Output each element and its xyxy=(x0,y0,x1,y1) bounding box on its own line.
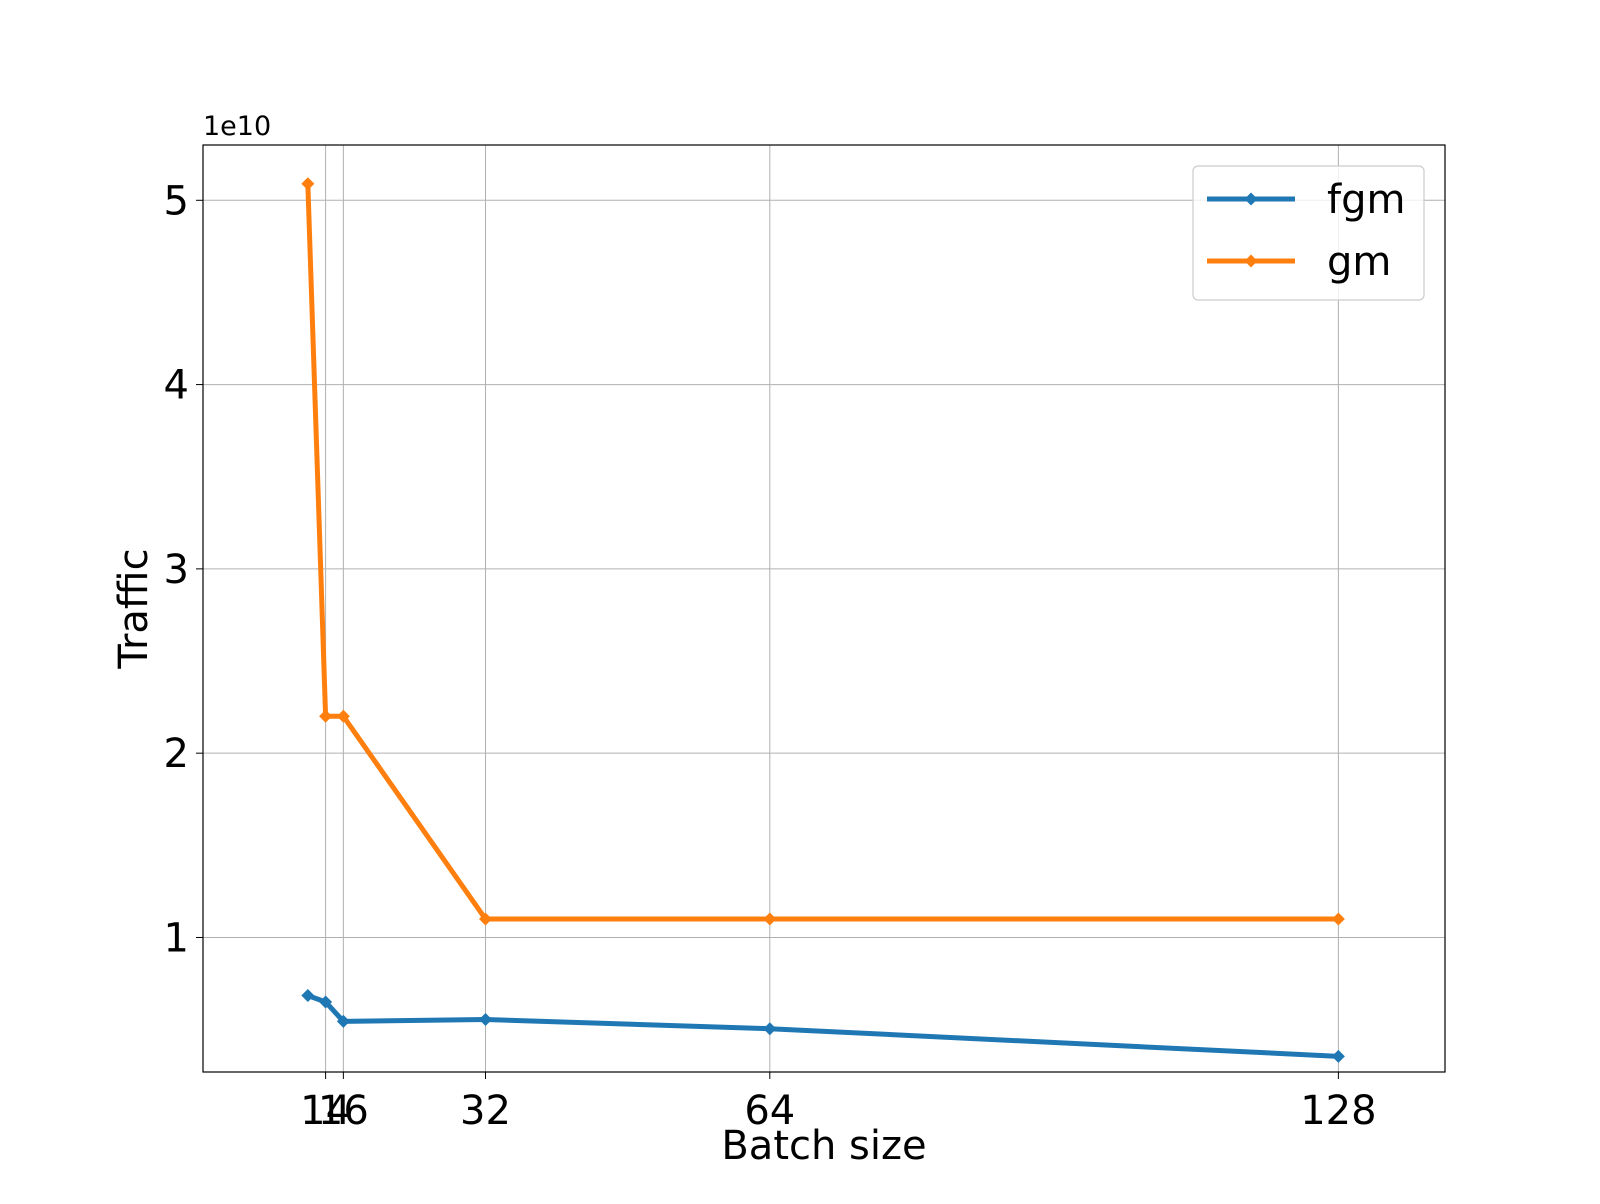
legend: fgm gm xyxy=(1192,165,1425,301)
series-line xyxy=(305,181,1341,922)
legend-marker xyxy=(1244,254,1258,268)
series-lines xyxy=(301,177,1345,1063)
data-point xyxy=(1331,912,1345,926)
plot-frame xyxy=(202,144,1446,1073)
series-line xyxy=(305,993,1341,1059)
data-point xyxy=(763,912,777,926)
data-point xyxy=(479,912,493,926)
y-tick-label: 1 xyxy=(164,915,189,961)
series-fgm xyxy=(301,989,1345,1063)
y-scale-label: 1e10 xyxy=(203,111,271,142)
x-tick-label: 64 xyxy=(744,1088,795,1134)
data-point xyxy=(319,709,333,723)
data-point xyxy=(763,1022,777,1036)
x-tick-label: 32 xyxy=(460,1088,511,1134)
data-point xyxy=(336,1014,350,1028)
y-axis-label: Traffic xyxy=(111,548,157,669)
x-axis-label: Batch size xyxy=(721,1123,926,1169)
data-point xyxy=(1331,1049,1345,1063)
data-point xyxy=(336,709,350,723)
y-tick-label: 2 xyxy=(164,731,189,777)
x-tick-label: 14 xyxy=(300,1088,351,1134)
legend-label: gm xyxy=(1327,239,1391,285)
data-point xyxy=(301,177,315,191)
x-tick-label: 128 xyxy=(1300,1088,1376,1134)
data-point xyxy=(301,989,315,1003)
series-gm xyxy=(301,177,1345,926)
y-tick-label: 4 xyxy=(164,363,189,409)
y-tick-label: 3 xyxy=(164,547,189,593)
y-tick-label: 5 xyxy=(164,178,189,224)
x-tick-label: 16 xyxy=(318,1088,369,1134)
data-point xyxy=(319,995,333,1009)
data-point xyxy=(479,1012,493,1026)
legend-label: fgm xyxy=(1327,177,1405,223)
legend-marker xyxy=(1244,192,1258,206)
